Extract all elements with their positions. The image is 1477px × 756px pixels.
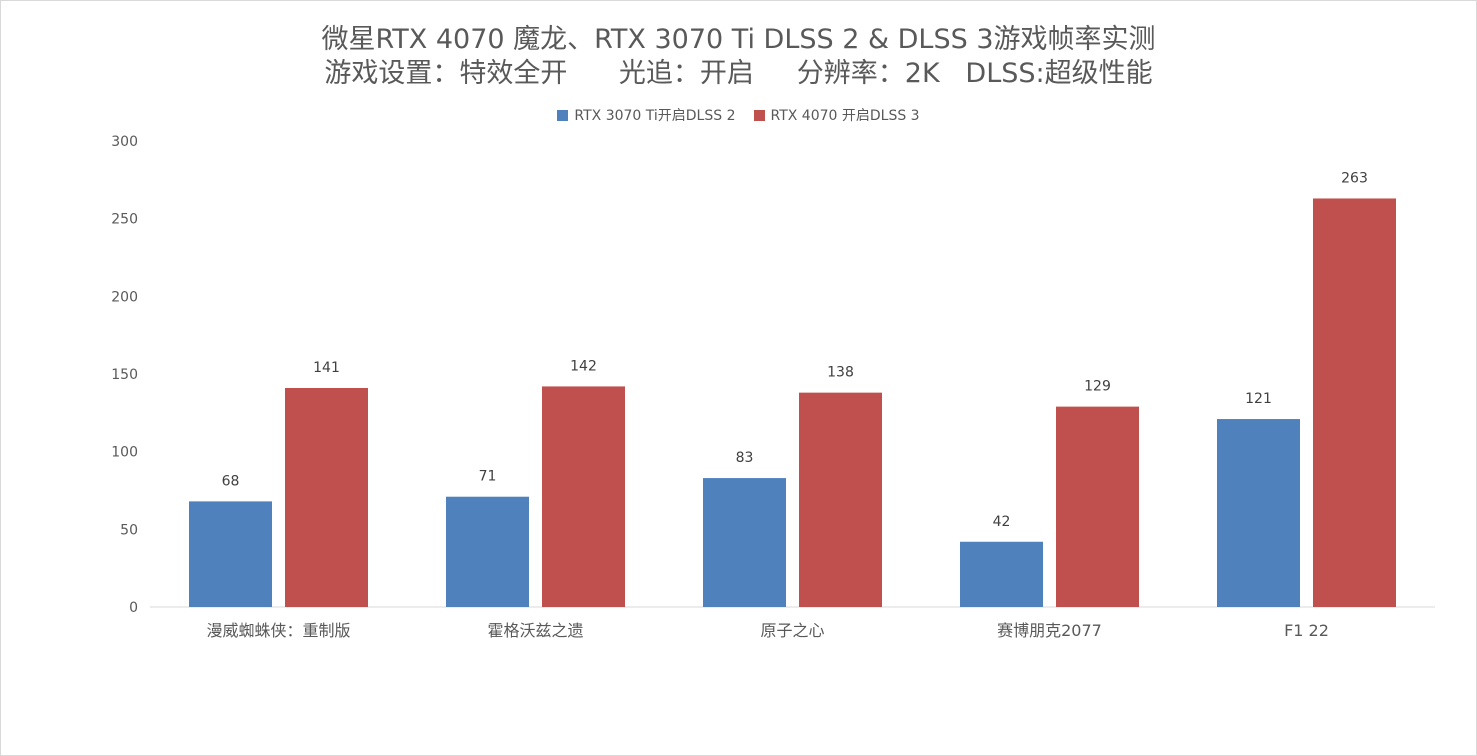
data-label-series-1: 142 [570,358,597,374]
chart-title-block: 微星RTX 4070 魔龙、RTX 3070 Ti DLSS 2 & DLSS … [1,23,1476,91]
y-tick-label: 250 [111,212,138,228]
x-category-label: 赛博朋克2077 [997,621,1102,640]
bar-series-0 [703,478,786,607]
y-tick-label: 150 [111,367,138,383]
data-label-series-1: 129 [1084,379,1111,395]
bar-series-1 [1056,406,1139,607]
legend-label-series-1: RTX 4070 开启DLSS 3 [770,108,920,124]
chart-subtitle: 游戏设置：特效全开 光追：开启 分辨率：2K DLSS:超级性能 [324,58,1153,89]
chart-legend: RTX 3070 Ti开启DLSS 2 RTX 4070 开启DLSS 3 [1,105,1476,125]
bar-series-1 [1313,198,1396,607]
chart-title: 微星RTX 4070 魔龙、RTX 3070 Ti DLSS 2 & DLSS … [321,24,1156,55]
data-label-series-0: 71 [479,469,497,485]
y-tick-label: 50 [120,522,138,538]
legend-swatch-series-1 [753,109,765,121]
data-label-series-1: 138 [827,365,854,381]
x-category-label: 漫威蜘蛛侠：重制版 [206,621,350,640]
bar-series-1 [799,392,882,607]
bar-series-0 [189,501,272,607]
bar-series-0 [960,541,1043,607]
legend-item-series-1: RTX 4070 开启DLSS 3 [753,105,920,125]
legend-swatch-series-0 [557,109,569,121]
y-tick-label: 200 [111,289,138,305]
data-label-series-0: 83 [736,450,754,466]
y-tick-label: 0 [129,600,138,616]
x-category-label: 霍格沃兹之遗 [487,621,583,640]
bar-series-1 [542,386,625,607]
bar-series-0 [446,496,529,607]
legend-label-series-0: RTX 3070 Ti开启DLSS 2 [574,108,736,124]
bar-series-1 [285,387,368,607]
x-category-label: 原子之心 [760,621,824,640]
data-label-series-0: 42 [993,514,1011,530]
y-tick-label: 100 [111,445,138,461]
legend-item-series-0: RTX 3070 Ti开启DLSS 2 [557,105,736,125]
data-label-series-1: 141 [313,360,340,376]
bar-series-0 [1217,419,1300,607]
y-tick-label: 300 [111,134,138,150]
data-label-series-1: 263 [1341,170,1368,186]
data-label-series-0: 68 [222,473,240,489]
x-category-label: F1 22 [1284,621,1329,640]
data-label-series-0: 121 [1245,391,1272,407]
